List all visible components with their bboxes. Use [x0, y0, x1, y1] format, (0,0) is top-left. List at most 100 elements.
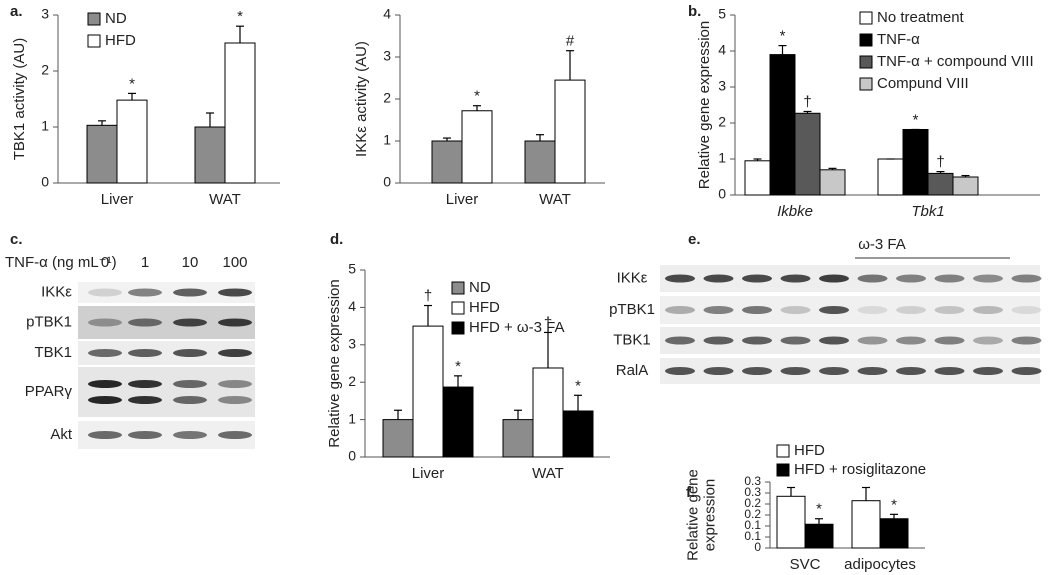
blot-band	[934, 274, 965, 283]
blot-band	[1011, 336, 1042, 345]
x-tick-label: WAT	[539, 191, 571, 208]
lane-label: 100	[222, 254, 247, 271]
y-tick-label: 4	[718, 42, 726, 58]
legend-swatch	[859, 33, 873, 47]
blot-band	[88, 380, 122, 388]
bar	[524, 140, 556, 184]
bar	[851, 500, 881, 549]
lane-label: 1	[141, 254, 149, 271]
legend-label: HFD + rosiglitazone	[794, 461, 926, 478]
bar	[879, 518, 909, 549]
blot-band	[896, 274, 926, 283]
legend-label: No treatment	[877, 9, 965, 26]
legend-label: HFD	[794, 442, 825, 459]
bar	[412, 325, 444, 458]
blot-band	[703, 306, 734, 314]
legend-label: Compund VIII	[877, 75, 969, 92]
blot-band	[1011, 367, 1042, 375]
y-tick-label: 0	[348, 448, 356, 464]
blot-band	[218, 318, 252, 327]
blot-band	[665, 367, 695, 375]
blot-band	[218, 380, 252, 388]
y-axis-label: Relative gene	[684, 469, 701, 561]
blot-band	[1011, 306, 1042, 314]
bar	[804, 523, 834, 549]
blot-row-label: PPARγ	[25, 383, 73, 400]
x-tick-label: WAT	[209, 191, 241, 208]
annotation: *	[891, 496, 897, 513]
panel-label: c.	[10, 231, 23, 248]
blot-band	[173, 349, 207, 357]
blot-band	[173, 380, 207, 388]
legend-label: HFD	[469, 299, 500, 316]
bar	[116, 99, 148, 184]
blot-strip	[78, 367, 255, 417]
blot-band	[173, 288, 207, 297]
bar	[927, 172, 954, 196]
annotation: *	[455, 358, 461, 375]
y-tick-label: 2	[383, 90, 391, 106]
blot-row-label: TBK1	[613, 331, 651, 348]
bar	[86, 124, 118, 184]
blot-band	[742, 336, 772, 345]
blot-band	[742, 306, 772, 314]
blot-band	[742, 367, 772, 375]
blot-band	[128, 431, 162, 439]
x-tick-label: Liver	[101, 191, 134, 208]
y-tick-label: 0	[41, 174, 49, 190]
blot-band	[665, 336, 695, 345]
bar	[442, 386, 474, 458]
y-tick-label: 0.2	[744, 507, 761, 521]
blot-band	[780, 306, 811, 314]
y-axis-label: TBK1 activity (AU)	[11, 38, 28, 161]
blot-band	[128, 380, 162, 388]
blot-strip	[78, 282, 255, 303]
blot-band	[857, 274, 888, 283]
blot-row-label: IKKε	[617, 269, 648, 286]
blot-band	[703, 274, 734, 283]
y-tick-label: 0	[754, 540, 761, 554]
panel-label: f.	[686, 484, 695, 501]
blot-band	[703, 336, 734, 345]
blot-label: ω-3 FA	[858, 236, 906, 253]
blot-band	[1011, 274, 1042, 283]
bar	[769, 54, 796, 196]
blot-band	[173, 396, 207, 404]
y-axis-label: IKKε activity (AU)	[353, 41, 370, 157]
blot-band	[128, 396, 162, 404]
blot-row-label: pTBK1	[26, 313, 72, 330]
panel-label: b.	[688, 3, 701, 20]
legend-label: HFD	[105, 32, 136, 49]
lane-label: 0	[101, 254, 109, 271]
legend-swatch	[776, 444, 790, 458]
legend-label: ND	[469, 279, 491, 296]
annotation: *	[913, 111, 919, 128]
panel-label: d.	[330, 231, 343, 248]
y-tick-label: 4	[383, 6, 391, 22]
blot-band	[934, 336, 965, 345]
blot-band	[896, 336, 926, 345]
blot-band	[88, 431, 122, 439]
bar	[819, 169, 846, 196]
y-tick-label: 3	[348, 336, 356, 352]
bar	[776, 495, 806, 549]
y-tick-label: 0.3	[744, 474, 761, 488]
bar	[902, 128, 929, 196]
blot-row-label: pTBK1	[609, 301, 655, 318]
legend-swatch	[451, 321, 465, 335]
y-tick-label: 3	[383, 48, 391, 64]
blot-band	[857, 336, 888, 345]
legend-label: TNF-α	[877, 31, 920, 48]
blot-band	[973, 367, 1003, 375]
bar	[554, 79, 586, 184]
bar	[744, 160, 771, 196]
legend-swatch	[87, 12, 101, 26]
bar	[877, 158, 904, 196]
lane-label: 10	[182, 254, 199, 271]
blot-band	[934, 367, 965, 375]
legend-swatch	[451, 301, 465, 315]
blot-band	[218, 431, 252, 439]
blot-band	[128, 318, 162, 327]
blot-band	[218, 349, 252, 357]
